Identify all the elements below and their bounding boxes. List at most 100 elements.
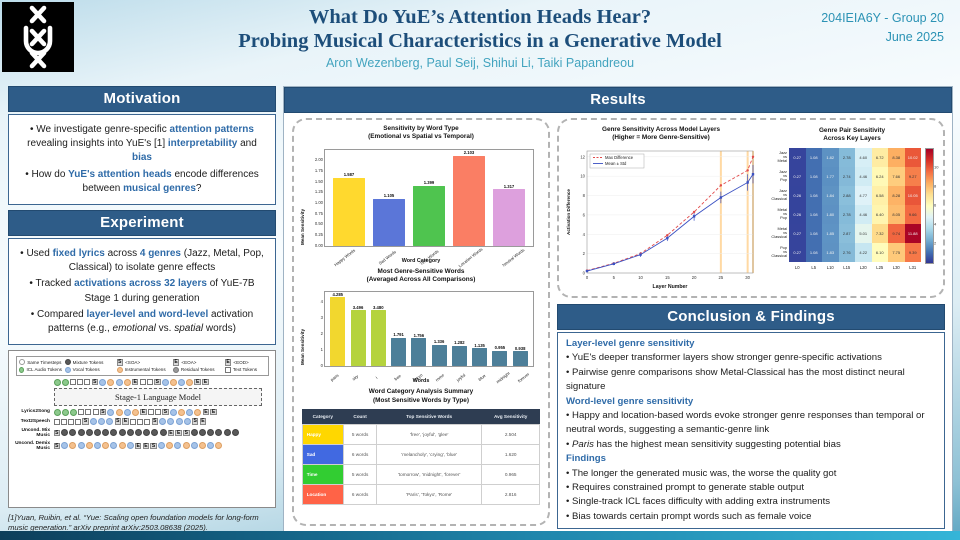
legend-item: S <SOA>: [116, 359, 170, 366]
legend-label: Instrumental Tokens: [124, 367, 166, 373]
colorbar-tick: 2: [934, 240, 937, 246]
svg-text:4: 4: [583, 231, 586, 236]
legend-swatch: [19, 359, 26, 366]
table-cell: 'melancholy', 'crying', 'blue': [376, 443, 483, 465]
table-cell: 1.620: [481, 443, 541, 465]
audio-token: [215, 442, 223, 450]
heatmap-cell: 1.08: [805, 185, 822, 205]
svg-text:Mean ± Std: Mean ± Std: [605, 161, 627, 166]
audio-token: [107, 378, 115, 386]
heatmap-cell: 1.82: [822, 147, 839, 167]
column-header: Category: [302, 408, 344, 425]
audio-token: [169, 408, 177, 416]
text-token: [147, 409, 154, 416]
plot-area: 0 1 2 3 4 4.285 3.496 3.480 1.791 1.756 1.336 1.282…: [321, 291, 534, 369]
text-segment: layer-level and word-level: [86, 308, 209, 320]
audio-token: [77, 442, 85, 450]
x-tick-slot: Location Words: [450, 246, 492, 268]
text-segment: Findings: [566, 453, 606, 465]
heatmap-cell: 0.26: [789, 185, 806, 205]
category-cell: Location: [301, 483, 344, 505]
special-token: E: [131, 378, 139, 386]
text-segment: of YuE-7B Stage 1 during generation: [84, 278, 255, 304]
conclusion-subheading: Layer-level genre sensitivity: [566, 337, 936, 351]
x-axis-label: Word Category: [401, 257, 441, 264]
audio-token: [178, 408, 186, 416]
y-tick-label: 0.50: [314, 221, 323, 227]
conclusion-subheading: Findings: [566, 452, 936, 466]
bar: 0.938: [512, 346, 528, 367]
legend-label: <SOA>: [125, 359, 141, 365]
text-segment: • Happy and location-based words evoke s…: [566, 409, 925, 436]
legend-item: E <EOA>: [172, 359, 222, 366]
audio-token: [94, 429, 102, 437]
bar: 3.496: [350, 305, 366, 367]
chart-title: Genre Pair Sensitivity Across Key Layers: [818, 127, 886, 143]
text-segment: • The longer the generated music was, th…: [566, 467, 837, 479]
special-token: S: [114, 418, 122, 425]
bullet-text: • Happy and location-based words evoke s…: [566, 409, 936, 438]
text-token: [60, 418, 67, 425]
legend-item: Vocal Tokens: [64, 366, 114, 373]
x-tick-slot: Neutral Words: [492, 246, 534, 267]
x-tick-slot: sky: [345, 366, 366, 382]
x-axis-label: Words: [412, 378, 430, 385]
audio-token: [207, 442, 215, 450]
audio-token: [69, 442, 77, 450]
audio-token: [186, 378, 194, 386]
heatmap-cell: 5.01: [855, 223, 872, 243]
poster-date: June 2025: [885, 30, 944, 45]
row-label: Pop vs Classical: [771, 244, 787, 259]
bar-value-label: 2.103: [463, 150, 475, 156]
bar-value-label: 3.480: [373, 304, 384, 310]
legend-item: Text Tokens: [224, 366, 265, 373]
yue-architecture-figure: Same Timesteps Mixture Tokens S <SOA> E <EOA>…: [8, 350, 276, 509]
text-segment: • How do: [25, 168, 69, 180]
audio-token: [126, 442, 134, 450]
text-token: [84, 379, 91, 386]
heatmap-cell: 2.88: [838, 185, 855, 205]
summary-table: Category Count Top Sensitive Words Avg Sens…: [301, 408, 541, 505]
y-axis-label: Mean Sensitivity: [300, 208, 305, 245]
special-token: E: [134, 442, 142, 450]
special-token: S: [91, 378, 99, 386]
word-level-figures-box: Sensitivity by Word Type (Emotional vs Sp…: [292, 118, 550, 526]
heatmap-cell: 7.75: [888, 242, 905, 262]
word-type-bar-chart: Sensitivity by Word Type (Emotional vs Sp…: [298, 125, 544, 268]
audio-token: [61, 408, 69, 416]
token-row-label: Uncond. Demix Music: [15, 440, 50, 451]
text-token: [92, 409, 99, 416]
bar-value-label: 4.285: [332, 291, 344, 297]
y-tick-label: 0.00: [314, 242, 323, 248]
text-segment: Word-level genre sensitivity: [566, 395, 694, 407]
reference-citation: [1]Yuan, Ruibin, et al. “Yue: Scaling op…: [8, 513, 259, 533]
legend-swatch: [116, 366, 123, 373]
table-header-row: Category Count Top Sensitive Words Avg Sens…: [302, 408, 540, 425]
text-segment: • Requires constrained prompt to generat…: [566, 481, 805, 493]
audio-token: [123, 378, 131, 386]
column-labels: L0 L5 L10 L15 L20 L25 L30 L31: [789, 264, 943, 270]
table-row: Sad 6 words'melancholy', 'crying', 'blue'…: [301, 443, 541, 465]
token-row: Lyrics2Song S E S E E: [14, 408, 272, 416]
legend-label: <EOD>: [233, 359, 249, 365]
special-token: E: [202, 408, 210, 416]
text-segment: • Compared: [30, 308, 87, 320]
audio-token: [106, 418, 114, 426]
legend-swatch: [172, 366, 179, 373]
audio-token: [198, 442, 206, 450]
x-tick-label: Neutral Words: [500, 246, 526, 268]
bullet-text: • We investigate genre-specific attentio…: [16, 123, 268, 166]
audio-token: [167, 418, 175, 426]
audio-token: [61, 378, 69, 386]
table-cell: 'free', 'joyful', 'glee': [376, 423, 483, 445]
y-tick-label: 1.00: [314, 200, 323, 206]
legend-label: Vocal Tokens: [72, 367, 100, 373]
motivation-box: • We investigate genre-specific attentio…: [8, 114, 276, 205]
x-tick-slot: Sad Words: [366, 246, 408, 266]
legend-swatch: E: [224, 359, 232, 366]
text-segment: activation patterns (e.g.,: [48, 308, 254, 334]
legend-label: Residual Tokens: [180, 367, 215, 373]
text-token: [146, 379, 153, 386]
audio-token: [110, 429, 118, 437]
table-row: Time 5 words'tomorrow', 'midnight', 'fore…: [301, 463, 541, 485]
